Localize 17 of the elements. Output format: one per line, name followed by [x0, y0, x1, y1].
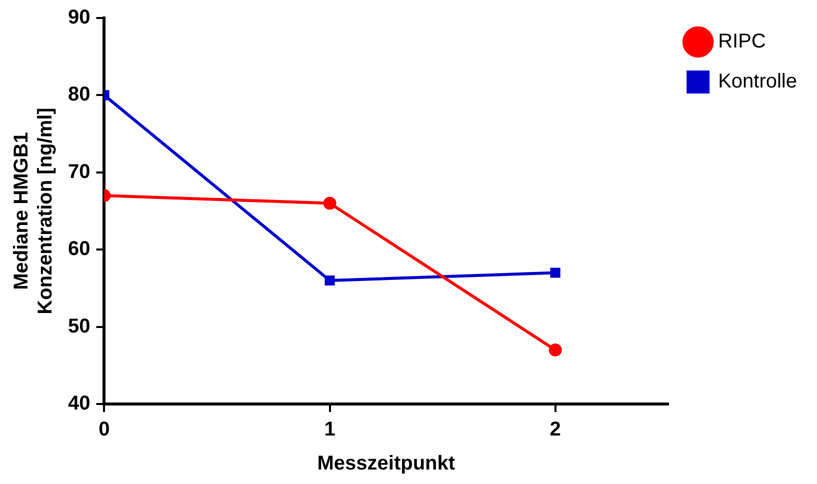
point — [324, 275, 335, 286]
y-tick-label: 60 — [68, 238, 90, 260]
y-tick-label: 40 — [68, 392, 90, 415]
x-tick-label: 2 — [550, 418, 561, 441]
point — [548, 343, 562, 356]
y-axis-title: Mediane HMGB1 Konzentration [ng/ml] — [10, 108, 57, 314]
x-tick-label: 0 — [98, 418, 110, 441]
y-tick-label: 70 — [68, 160, 90, 183]
y-tick-label: 50 — [68, 315, 90, 338]
y-tick-label: 90 — [68, 6, 90, 29]
legend-label: Kontrolle — [718, 70, 797, 93]
point — [323, 196, 336, 210]
x-axis-title: Messzeitpunkt — [317, 452, 456, 475]
y-tick-label: 80 — [68, 84, 90, 106]
point — [550, 268, 560, 278]
x-tick-label: 1 — [324, 418, 336, 441]
legend-label: RIPC — [718, 30, 766, 53]
